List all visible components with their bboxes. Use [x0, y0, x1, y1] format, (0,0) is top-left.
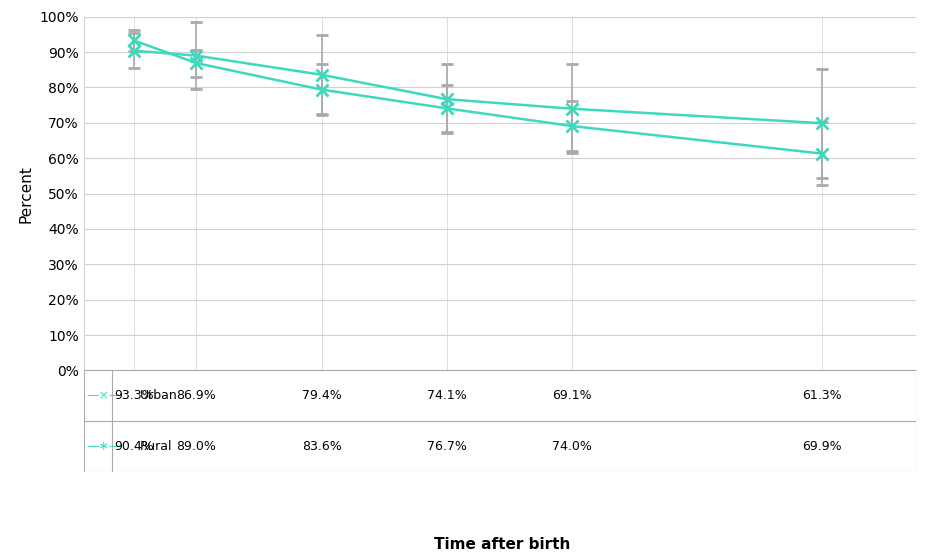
Text: 86.9%: 86.9% [177, 389, 216, 402]
Text: Rural: Rural [140, 440, 173, 453]
Text: 79.4%: 79.4% [301, 389, 341, 402]
Text: —×—: —×— [86, 389, 123, 402]
Text: Time after birth: Time after birth [434, 537, 570, 552]
Text: 61.3%: 61.3% [803, 389, 842, 402]
Text: 83.6%: 83.6% [301, 440, 341, 453]
Text: 76.7%: 76.7% [427, 440, 467, 453]
Text: Urban: Urban [140, 389, 178, 402]
Text: 74.0%: 74.0% [551, 440, 591, 453]
Text: —∗—: —∗— [86, 440, 123, 453]
Text: 90.4%: 90.4% [113, 440, 153, 453]
Text: 93.3%: 93.3% [114, 389, 153, 402]
Text: 69.1%: 69.1% [552, 389, 591, 402]
Y-axis label: Percent: Percent [19, 165, 33, 223]
Text: 74.1%: 74.1% [427, 389, 467, 402]
Text: 69.9%: 69.9% [803, 440, 842, 453]
Text: 89.0%: 89.0% [177, 440, 217, 453]
